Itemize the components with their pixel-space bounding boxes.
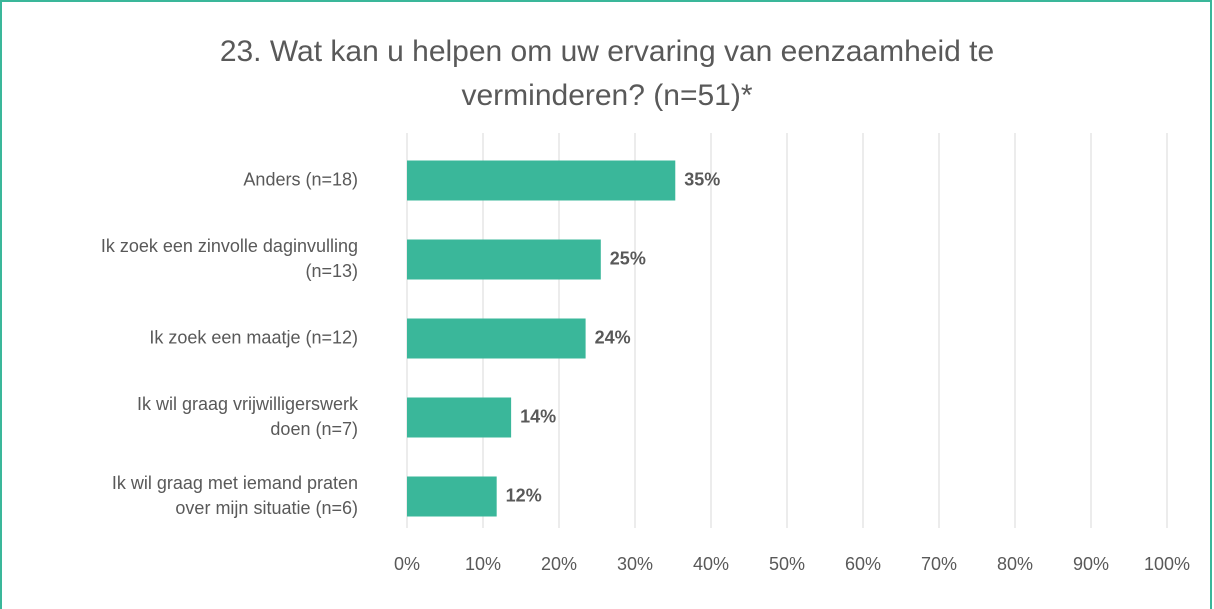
y-tick-label: Ik zoek een zinvolle daginvulling <box>101 236 358 256</box>
value-label: 14% <box>520 406 556 426</box>
x-tick-label: 100% <box>1144 554 1190 574</box>
x-tick-label: 80% <box>997 554 1033 574</box>
x-tick-label: 30% <box>617 554 653 574</box>
value-label: 35% <box>684 169 720 189</box>
bar <box>407 160 676 201</box>
value-label: 24% <box>595 327 631 347</box>
x-tick-label: 60% <box>845 554 881 574</box>
value-label: 25% <box>610 248 646 268</box>
y-tick-label: Ik wil graag vrijwilligerswerk <box>137 394 359 414</box>
chart-title: 23. Wat kan u helpen om uw ervaring van … <box>219 35 995 112</box>
value-label: 12% <box>506 485 542 505</box>
x-tick-label: 0% <box>394 554 420 574</box>
y-tick-label: (n=13) <box>305 261 358 281</box>
x-tick-label: 40% <box>693 554 729 574</box>
y-tick-label: Ik zoek een maatje (n=12) <box>149 327 358 347</box>
x-tick-label: 90% <box>1073 554 1109 574</box>
y-tick-label: doen (n=7) <box>270 419 358 439</box>
x-tick-label: 50% <box>769 554 805 574</box>
y-tick-label: Anders (n=18) <box>243 169 358 189</box>
y-tick-label: Ik wil graag met iemand praten <box>112 473 358 493</box>
x-tick-label: 70% <box>921 554 957 574</box>
x-tick-label: 10% <box>465 554 501 574</box>
x-tick-label: 20% <box>541 554 577 574</box>
y-tick-label: over mijn situatie (n=6) <box>175 498 358 518</box>
bar <box>407 239 601 280</box>
bar <box>407 318 586 359</box>
bar <box>407 476 497 517</box>
bar <box>407 397 512 438</box>
